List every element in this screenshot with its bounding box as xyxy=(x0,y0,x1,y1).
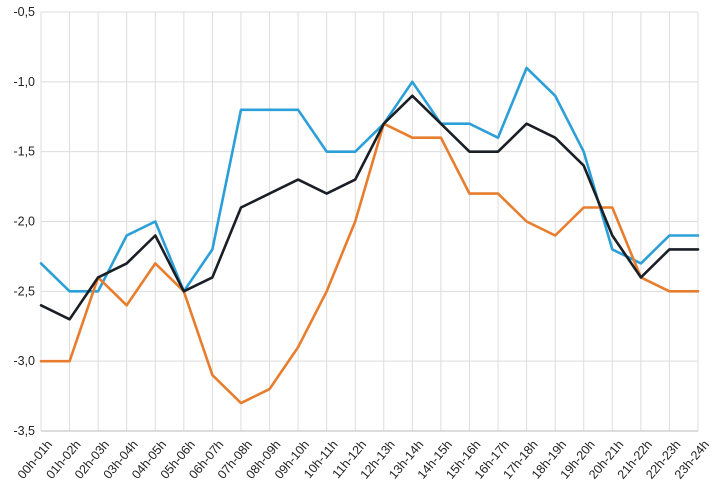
series-line-2 xyxy=(39,122,700,405)
y-tick-label: -2,5 xyxy=(13,284,35,298)
y-tick-label: -3,5 xyxy=(13,424,35,438)
y-tick-label: -3,0 xyxy=(13,354,35,368)
y-tick-label: -1,5 xyxy=(13,145,35,159)
series-line-1 xyxy=(39,66,700,293)
y-tick-label: -1,0 xyxy=(13,75,35,89)
y-tick-label: -2,0 xyxy=(13,215,35,229)
series-lines xyxy=(39,66,700,405)
x-tick-labels: 00h-01h01h-02h02h-03h03h-04h04h-05h05h-0… xyxy=(15,438,712,482)
grid xyxy=(40,11,699,432)
y-tick-label: -0,5 xyxy=(13,5,35,19)
series-line-3 xyxy=(39,94,700,321)
y-tick-labels: -0,5 -1,0 -1,5 -2,0 -2,5 -3,0 -3,5 xyxy=(13,5,35,438)
